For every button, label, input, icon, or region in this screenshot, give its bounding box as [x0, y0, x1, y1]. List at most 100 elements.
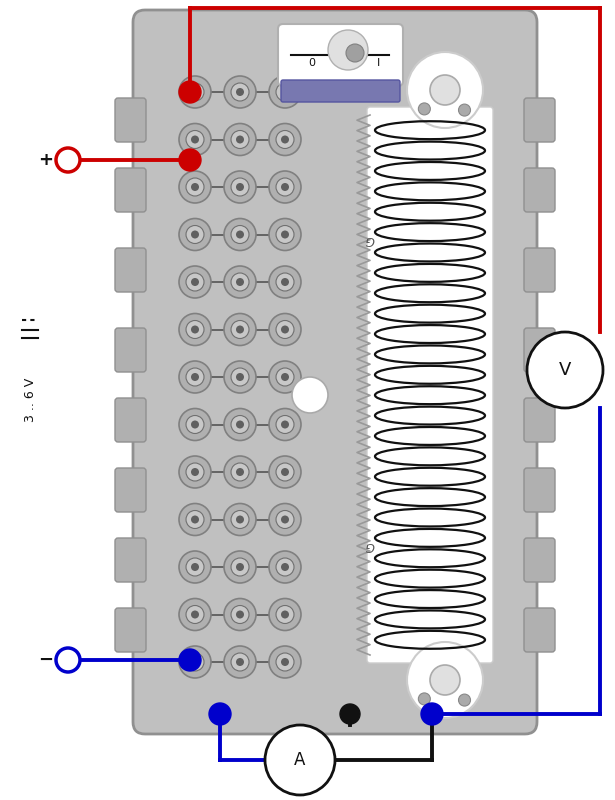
Circle shape [281, 230, 289, 238]
Circle shape [231, 273, 249, 291]
Circle shape [269, 503, 301, 535]
FancyBboxPatch shape [115, 98, 146, 142]
Circle shape [269, 361, 301, 393]
Circle shape [191, 468, 199, 476]
Circle shape [281, 278, 289, 286]
FancyBboxPatch shape [524, 468, 555, 512]
Circle shape [281, 468, 289, 476]
Circle shape [269, 646, 301, 678]
Text: 3 .. 6 V: 3 .. 6 V [23, 378, 36, 422]
Circle shape [281, 563, 289, 571]
Circle shape [276, 653, 294, 671]
Circle shape [224, 646, 256, 678]
Circle shape [186, 368, 204, 386]
Circle shape [236, 278, 244, 286]
Circle shape [179, 171, 211, 203]
Text: −: − [38, 651, 54, 669]
Circle shape [191, 658, 199, 666]
FancyBboxPatch shape [524, 98, 555, 142]
Circle shape [224, 76, 256, 108]
Circle shape [276, 83, 294, 101]
Circle shape [224, 171, 256, 203]
Circle shape [224, 314, 256, 346]
Circle shape [231, 653, 249, 671]
Circle shape [186, 606, 204, 623]
Circle shape [407, 52, 483, 128]
Circle shape [281, 135, 289, 143]
Circle shape [186, 83, 204, 101]
Circle shape [281, 373, 289, 381]
Circle shape [236, 658, 244, 666]
Circle shape [186, 415, 204, 434]
Circle shape [236, 183, 244, 191]
Circle shape [186, 510, 204, 529]
Circle shape [276, 178, 294, 196]
Circle shape [418, 103, 430, 115]
Circle shape [186, 558, 204, 576]
Circle shape [209, 703, 231, 725]
Circle shape [224, 409, 256, 441]
Circle shape [236, 610, 244, 618]
FancyBboxPatch shape [115, 398, 146, 442]
Circle shape [191, 278, 199, 286]
Circle shape [224, 503, 256, 535]
Text: G: G [365, 538, 375, 551]
Circle shape [186, 226, 204, 243]
Circle shape [224, 123, 256, 155]
Circle shape [191, 230, 199, 238]
Circle shape [179, 218, 211, 250]
Circle shape [459, 104, 470, 116]
Circle shape [269, 409, 301, 441]
Circle shape [231, 463, 249, 481]
Circle shape [340, 704, 360, 724]
Circle shape [224, 456, 256, 488]
FancyBboxPatch shape [115, 248, 146, 292]
Circle shape [459, 694, 470, 706]
Circle shape [236, 515, 244, 523]
Circle shape [276, 321, 294, 338]
FancyBboxPatch shape [524, 398, 555, 442]
Circle shape [281, 88, 289, 96]
Text: G: G [365, 234, 375, 246]
Circle shape [276, 273, 294, 291]
Circle shape [276, 226, 294, 243]
Text: A: A [295, 751, 306, 769]
Circle shape [236, 230, 244, 238]
Circle shape [179, 266, 211, 298]
Circle shape [236, 373, 244, 381]
Circle shape [224, 266, 256, 298]
Circle shape [186, 653, 204, 671]
Circle shape [269, 551, 301, 583]
FancyBboxPatch shape [115, 538, 146, 582]
Circle shape [191, 373, 199, 381]
Circle shape [179, 314, 211, 346]
Circle shape [224, 361, 256, 393]
Circle shape [527, 332, 603, 408]
FancyBboxPatch shape [278, 24, 403, 86]
Circle shape [231, 321, 249, 338]
FancyBboxPatch shape [115, 328, 146, 372]
Circle shape [179, 649, 201, 671]
Circle shape [236, 421, 244, 429]
Circle shape [231, 368, 249, 386]
Circle shape [281, 326, 289, 334]
Text: V: V [559, 361, 571, 379]
Circle shape [281, 421, 289, 429]
Circle shape [191, 183, 199, 191]
Circle shape [179, 503, 211, 535]
Circle shape [186, 178, 204, 196]
Circle shape [269, 218, 301, 250]
Circle shape [179, 646, 211, 678]
Circle shape [186, 273, 204, 291]
FancyBboxPatch shape [524, 608, 555, 652]
Circle shape [179, 81, 201, 103]
Circle shape [56, 648, 80, 672]
Circle shape [292, 377, 328, 413]
Circle shape [269, 123, 301, 155]
Text: I: I [376, 58, 379, 68]
Circle shape [269, 598, 301, 630]
Circle shape [281, 183, 289, 191]
Circle shape [179, 456, 211, 488]
Circle shape [430, 75, 460, 105]
Circle shape [276, 558, 294, 576]
